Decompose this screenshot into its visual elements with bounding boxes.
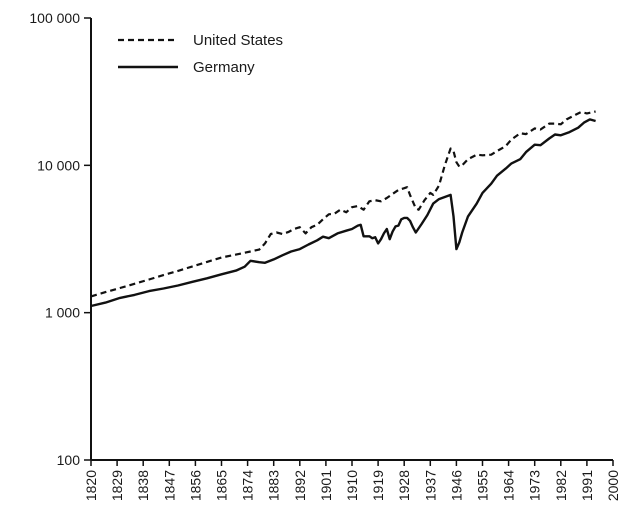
- x-tick-label: 1847: [161, 470, 177, 501]
- x-tick-label: 2000: [605, 470, 621, 501]
- x-tick-label: 1973: [527, 470, 543, 501]
- x-tick-label: 1955: [475, 470, 491, 501]
- x-tick-label: 1874: [240, 470, 256, 501]
- series-line-united-states: [90, 110, 596, 298]
- y-tick-label: 1 000: [45, 305, 80, 321]
- x-tick-label: 1892: [292, 470, 308, 501]
- y-tick-label: 10 000: [37, 157, 80, 173]
- x-tick-label: 1919: [370, 470, 386, 501]
- y-tick-label: 100: [57, 452, 81, 468]
- x-tick-label: 1937: [422, 470, 438, 501]
- x-tick-label: 1991: [579, 470, 595, 501]
- x-tick-label: 1928: [396, 470, 412, 501]
- legend: United States Germany: [118, 32, 283, 76]
- x-tick-label: 1865: [214, 470, 230, 501]
- series-line-germany: [90, 118, 596, 308]
- x-tick-label: 1838: [135, 470, 151, 501]
- x-tick-label: 1820: [83, 470, 99, 501]
- series-layer: [90, 110, 596, 308]
- x-tick-label: 1910: [344, 470, 360, 501]
- x-tick-label: 1964: [501, 470, 517, 501]
- legend-label-germany: Germany: [193, 59, 255, 76]
- y-axis: 100 1 000 10 000 100 000: [29, 10, 92, 468]
- x-tick-label: 1883: [266, 470, 282, 501]
- y-tick-label: 100 000: [29, 10, 80, 26]
- x-tick-label: 1901: [318, 470, 334, 501]
- x-tick-label: 1829: [109, 470, 125, 501]
- x-axis: 1820 1829 1838 1847 1856 1865 1874 1883 1892 1901…: [83, 459, 621, 501]
- x-tick-label: 1946: [448, 470, 464, 501]
- legend-label-united-states: United States: [193, 32, 283, 49]
- x-tick-label: 1982: [553, 470, 569, 501]
- x-tick-label: 1856: [187, 470, 203, 501]
